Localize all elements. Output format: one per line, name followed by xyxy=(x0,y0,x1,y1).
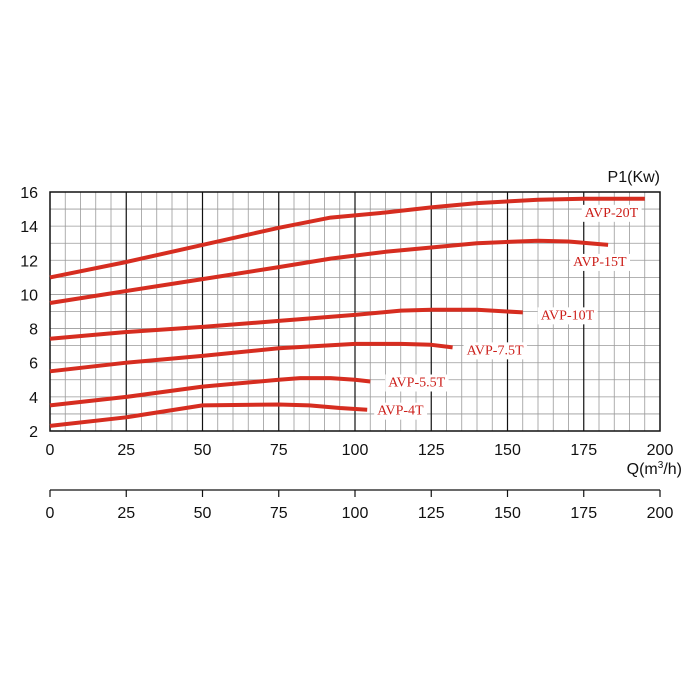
series-label-background xyxy=(374,402,428,420)
y-tick-label: 4 xyxy=(29,390,38,407)
x-tick-labels: 0 25 50 75 100 125 150 175 200 xyxy=(46,442,674,459)
series-label-background xyxy=(385,374,449,392)
plot-frame xyxy=(49,191,661,432)
x-axis-title: Q(m3/h) xyxy=(627,460,682,478)
secondary-x-tick-label: 0 xyxy=(46,505,55,522)
series-line-avp-7-5t xyxy=(49,341,453,374)
y-tick-labels: 2 4 6 8 10 12 14 16 xyxy=(20,185,38,441)
x-tick-label: 125 xyxy=(418,442,445,459)
series-label-avp-20t: AVP-20T xyxy=(585,206,639,221)
y-tick-label: 12 xyxy=(20,253,38,270)
secondary-x-axis: 0 25 50 75 100 125 150 175 200 xyxy=(46,489,674,522)
y-tick-label: 10 xyxy=(20,287,38,304)
series-label-avp-4t: AVP-4T xyxy=(377,404,424,419)
x-tick-label: 25 xyxy=(117,442,135,459)
x-tick-label: 75 xyxy=(270,442,288,459)
y-tick-label: 6 xyxy=(29,356,38,373)
series-line-avp-10t xyxy=(49,307,523,341)
series-labels: AVP-20T AVP-15T AVP-10T AVP-7.5T AVP-5.5T AVP… xyxy=(374,204,642,420)
secondary-x-tick-label: 150 xyxy=(494,505,521,522)
secondary-x-tick-label: 200 xyxy=(647,505,674,522)
series-line-avp-15t xyxy=(49,238,609,305)
series-label-background xyxy=(570,253,631,271)
secondary-x-tick-label: 100 xyxy=(342,505,369,522)
y-tick-label: 14 xyxy=(20,219,38,236)
series-lines xyxy=(49,196,645,428)
secondary-x-tick-label: 25 xyxy=(117,505,135,522)
secondary-x-tick-label: 75 xyxy=(270,505,288,522)
series-label-avp-5-5t: AVP-5.5T xyxy=(388,375,445,390)
y-tick-label: 16 xyxy=(20,185,38,202)
x-tick-label: 175 xyxy=(570,442,597,459)
series-line-avp-20t xyxy=(49,196,645,280)
secondary-x-tick-label: 50 xyxy=(194,505,212,522)
series-line-avp-5-5t xyxy=(49,376,371,408)
series-label-background xyxy=(463,342,527,360)
x-tick-label: 50 xyxy=(194,442,212,459)
series-label-avp-15t: AVP-15T xyxy=(573,255,627,270)
x-tick-label: 100 xyxy=(342,442,369,459)
x-tick-label: 0 xyxy=(46,442,55,459)
y-tick-label: 8 xyxy=(29,322,38,339)
series-line-avp-4t xyxy=(49,402,368,428)
secondary-x-tick-label: 125 xyxy=(418,505,445,522)
y-tick-label: 2 xyxy=(29,424,38,441)
x-tick-label: 150 xyxy=(494,442,521,459)
y-axis-title: P1(Kw) xyxy=(608,169,660,186)
x-tick-label: 200 xyxy=(647,442,674,459)
secondary-x-tick-label: 175 xyxy=(570,505,597,522)
series-label-background xyxy=(537,307,598,325)
series-label-avp-7-5t: AVP-7.5T xyxy=(467,343,524,358)
series-label-avp-10t: AVP-10T xyxy=(541,308,595,323)
series-label-background xyxy=(581,204,642,222)
